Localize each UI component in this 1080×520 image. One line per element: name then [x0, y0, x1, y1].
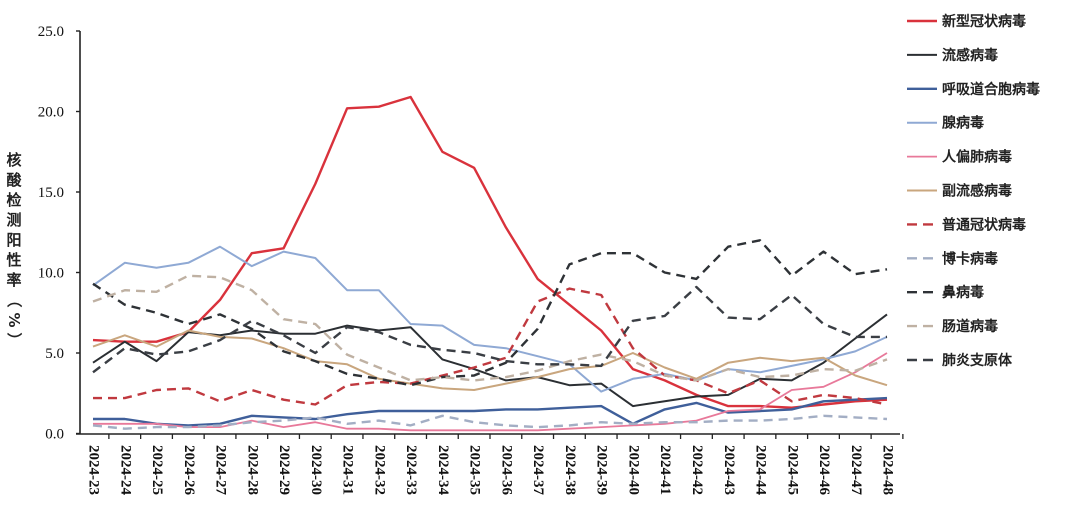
y-label-char: 测: [6, 211, 21, 229]
x-tick-label: 2024-33: [403, 445, 419, 495]
series-line-1: [92, 313, 888, 408]
y-tick-label: 15.0: [38, 185, 64, 201]
x-tick-label: 2024-34: [435, 445, 451, 495]
x-tick-label: 2024-38: [562, 445, 578, 495]
x-tick-label: 2024-24: [117, 445, 133, 495]
x-tick-label: 2024-28: [244, 445, 260, 495]
y-tick-label: 10.0: [38, 266, 64, 282]
y-label-char: ）: [5, 332, 23, 347]
x-tick-label: 2024-35: [467, 445, 483, 495]
x-tick-label: 2024-23: [86, 445, 102, 495]
x-tick-label: 2024-26: [181, 445, 197, 495]
y-label-char: %: [5, 312, 23, 327]
series-line-8: [92, 239, 888, 387]
legend-label: 人偏肺病毒: [942, 149, 1012, 166]
x-tick-label: 2024-25: [149, 445, 165, 495]
x-tick-label: 2024-46: [816, 445, 832, 495]
x-tick-label: 2024-43: [721, 445, 737, 495]
legend-label: 普通冠状病毒: [942, 216, 1026, 233]
x-tick-label: 2024-29: [276, 445, 292, 495]
x-ticks: 2024-23 2024-24 2024-25 2024-26 2024-27 2024-…: [86, 434, 904, 495]
x-tick-label: 2024-37: [530, 445, 546, 495]
legend-label: 流感病毒: [942, 47, 998, 64]
legend-label: 鼻病毒: [942, 284, 984, 301]
x-tick-label: 2024-27: [213, 445, 229, 495]
y-tick-label: 0.0: [45, 427, 64, 443]
series-line-2: [93, 396, 888, 427]
legend-label: 腺病毒: [942, 115, 984, 132]
legend-label: 新型冠状病毒: [942, 13, 1026, 30]
legend-label: 博卡病毒: [942, 250, 998, 267]
series-line-6: [93, 287, 888, 406]
y-tick-label: 20.0: [38, 105, 64, 121]
legend-label: 呼吸道合胞病毒: [942, 81, 1040, 98]
y-label-char: 酸: [6, 171, 22, 189]
y-label-char: 核: [6, 151, 21, 169]
y-label-char: 率: [6, 271, 21, 289]
y-label-char: 检: [6, 191, 21, 209]
x-tick-label: 2024-44: [753, 445, 769, 495]
x-tick-label: 2024-42: [689, 445, 705, 495]
y-tick-label: 25.0: [38, 24, 64, 40]
y-tick-label: 5.0: [45, 346, 64, 362]
series-line-5: [92, 329, 888, 391]
x-tick-label: 2024-30: [308, 445, 324, 495]
y-ticks: 0.0 5.0 10.0 15.0 20.0 25.0: [38, 24, 80, 443]
series-line-0: [92, 95, 888, 409]
x-tick-label: 2024-41: [657, 445, 673, 495]
x-tick-label: 2024-31: [340, 445, 356, 495]
x-tick-label: 2024-36: [498, 445, 514, 495]
y-label-char: （: [5, 292, 23, 307]
x-tick-label: 2024-40: [625, 445, 641, 495]
y-label-char: 阳: [6, 231, 21, 249]
legend-label: 肺炎支原体: [942, 352, 1013, 369]
legend-label: 副流感病毒: [942, 183, 1012, 200]
x-tick-label: 2024-48: [880, 445, 896, 495]
x-tick-label: 2024-45: [784, 445, 800, 495]
series-line-7: [92, 414, 888, 430]
legend: 新型冠状病毒流感病毒呼吸道合胞病毒腺病毒人偏肺病毒副流感病毒普通冠状病毒博卡病毒…: [907, 13, 1040, 369]
legend-label: 肠道病毒: [942, 318, 998, 335]
x-tick-label: 2024-39: [594, 445, 610, 495]
y-label-char: 性: [6, 251, 21, 269]
series-line-9: [92, 274, 888, 382]
x-tick-label: 2024-32: [371, 445, 387, 495]
x-tick-label: 2024-47: [848, 445, 864, 495]
series-layer: [92, 95, 888, 432]
series-line-3: [92, 245, 888, 393]
series-line-4: [93, 352, 888, 432]
